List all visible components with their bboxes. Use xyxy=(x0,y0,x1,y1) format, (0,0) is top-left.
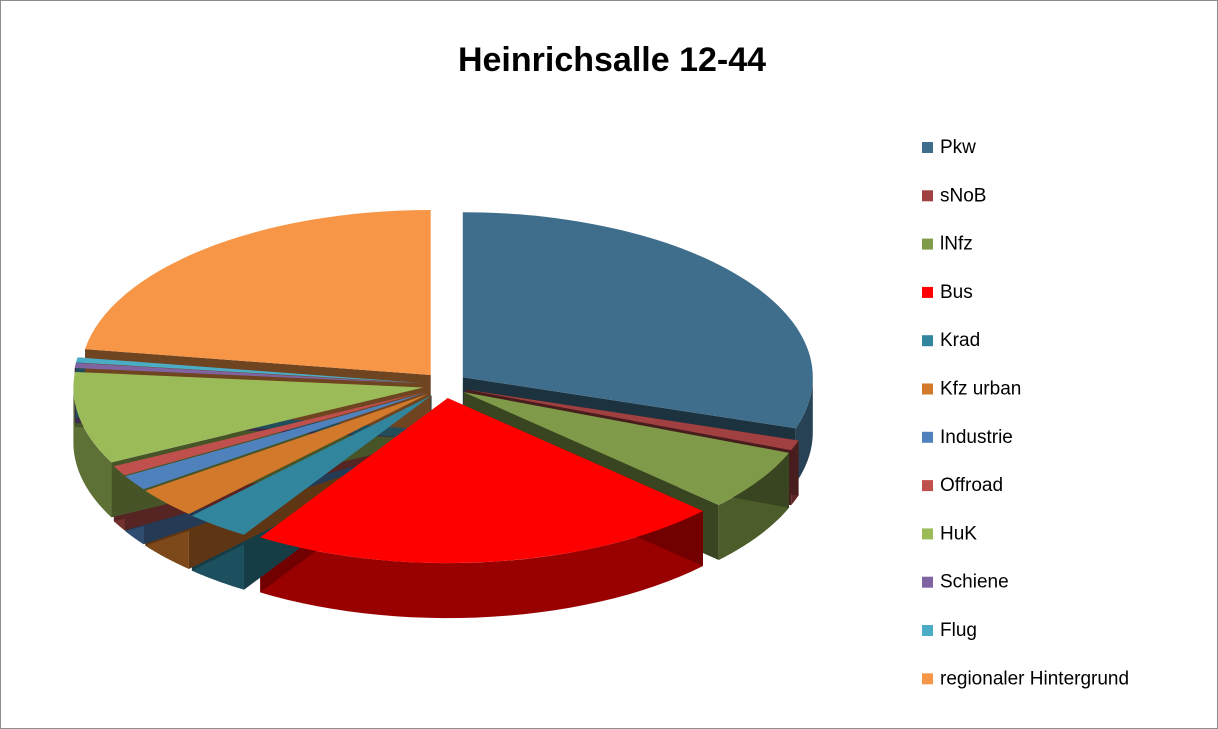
pie-slice xyxy=(75,357,424,384)
legend-swatch xyxy=(922,576,933,588)
legend-label: Industrie xyxy=(940,427,1013,448)
pie-slice xyxy=(463,392,789,506)
legend-swatch xyxy=(922,431,933,443)
pie-slice xyxy=(113,391,426,476)
slice-tops xyxy=(73,209,813,564)
slice-side xyxy=(260,511,703,619)
legend-label: regionaler Hintergrund xyxy=(940,668,1129,689)
pie-slice xyxy=(145,393,429,515)
legend-swatch xyxy=(922,142,933,153)
legend-swatch xyxy=(922,625,933,636)
pie-slice xyxy=(85,209,431,375)
legend-label: Pkw xyxy=(940,137,976,158)
legend-label: Krad xyxy=(940,330,980,351)
legend-label: Schiene xyxy=(940,572,1009,593)
legend-label: lNfz xyxy=(940,234,973,255)
legend-swatch xyxy=(922,383,933,395)
legend-label: HuK xyxy=(940,523,977,544)
legend-label: Bus xyxy=(940,282,973,303)
slice-side xyxy=(73,387,112,518)
legend-swatch xyxy=(922,190,933,202)
pie-slice xyxy=(73,371,424,463)
pie-slice xyxy=(465,389,799,451)
legend-label: Kfz urban xyxy=(940,379,1021,400)
pie-slice xyxy=(74,362,424,384)
pie-slice xyxy=(260,398,703,564)
legend-swatch xyxy=(922,238,933,250)
legend-swatch xyxy=(922,673,933,685)
slice-side xyxy=(795,377,813,484)
legend-swatch xyxy=(922,528,933,540)
legend-swatch xyxy=(922,286,933,298)
pie-slice xyxy=(191,395,432,535)
legend-swatch xyxy=(922,480,933,492)
chart-title: Heinrichsalle 12-44 xyxy=(458,41,766,79)
pie-slice xyxy=(462,212,813,429)
pie-slice xyxy=(125,392,427,490)
legend-label: Flug xyxy=(940,620,977,641)
legend-label: sNoB xyxy=(940,185,986,206)
legend-swatch xyxy=(922,335,933,347)
legend-label: Offroad xyxy=(940,475,1003,496)
